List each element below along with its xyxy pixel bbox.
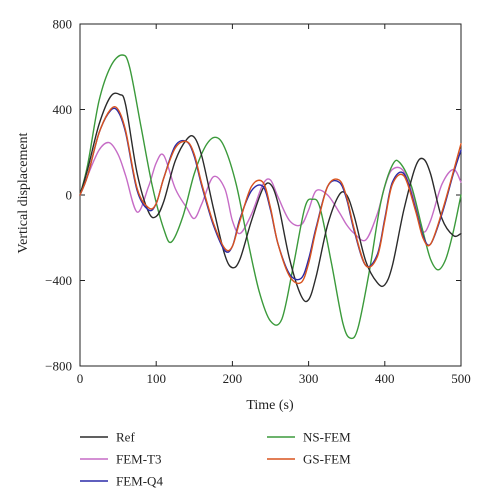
y-tick-label: −800 <box>45 359 72 374</box>
series-line-ns-fem <box>79 54 462 340</box>
y-tick-label: 0 <box>66 188 73 203</box>
legend-label: GS-FEM <box>303 452 351 467</box>
series-line-gs-fem <box>79 105 462 285</box>
legend-label: FEM-T3 <box>116 452 162 467</box>
series-line-fem-q4 <box>79 107 462 281</box>
tick-labels: 0 100 200 300 400 500 800 400 0 −400 −800 <box>45 17 471 387</box>
legend-label: Ref <box>116 430 135 445</box>
axes <box>79 23 462 367</box>
x-tick-label: 100 <box>146 371 166 386</box>
x-axis-title: Time (s) <box>246 398 294 413</box>
x-tick-label: 500 <box>451 371 471 386</box>
x-tick-label: 0 <box>77 371 84 386</box>
x-tick-label: 300 <box>299 371 319 386</box>
legend-label: NS-FEM <box>303 430 351 445</box>
y-tick-label: 800 <box>53 17 73 32</box>
x-tick-label: 400 <box>375 371 395 386</box>
y-tick-label: −400 <box>45 273 72 288</box>
series-line-ref <box>79 92 462 303</box>
series-line-fem-t3 <box>79 141 462 242</box>
series-lines <box>79 54 462 340</box>
legend: Ref FEM-T3 FEM-Q4 NS-FEM GS-FEM <box>80 430 351 489</box>
plot-frame <box>79 23 462 367</box>
x-tick-label: 200 <box>223 371 243 386</box>
y-tick-label: 400 <box>53 102 73 117</box>
y-axis-title: Vertical displacement <box>16 132 31 253</box>
legend-label: FEM-Q4 <box>116 474 163 489</box>
